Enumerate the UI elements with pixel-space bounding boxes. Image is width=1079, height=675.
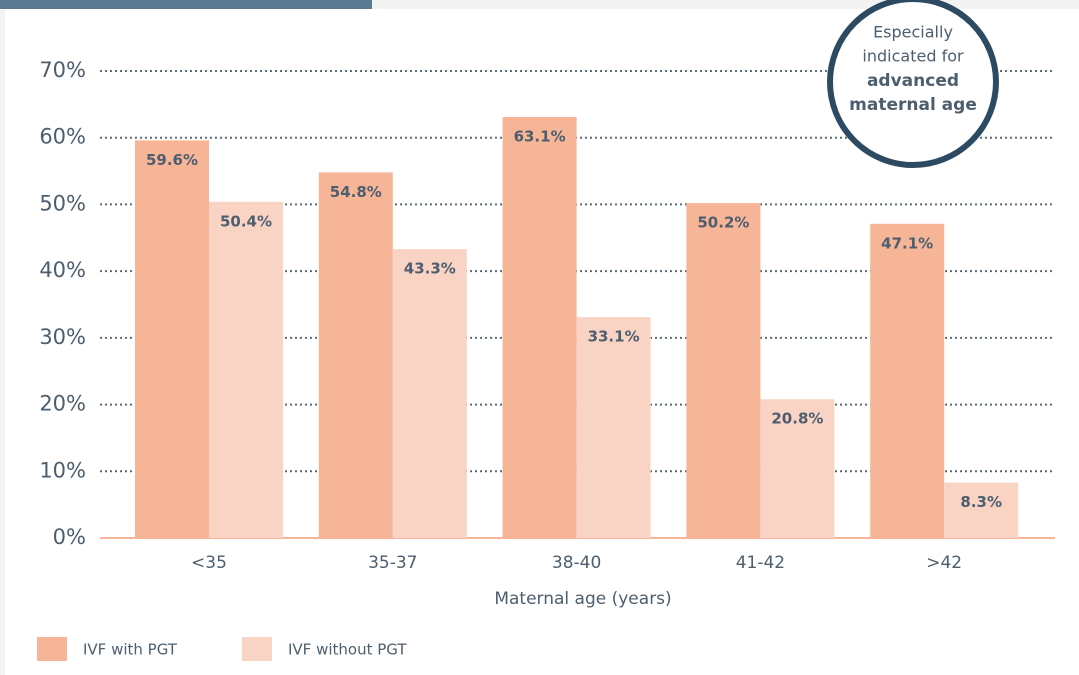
bar xyxy=(760,399,835,538)
bar xyxy=(576,317,651,538)
y-tick-label: 70% xyxy=(39,58,86,82)
legend-label: IVF with PGT xyxy=(83,641,178,659)
y-tick-label: 10% xyxy=(39,458,86,482)
bar xyxy=(392,249,467,538)
y-tick-label: 50% xyxy=(39,191,86,215)
bar xyxy=(135,140,209,538)
value-label: 54.8% xyxy=(330,183,382,201)
x-tick-label: 41-42 xyxy=(736,553,785,573)
x-tick-label: 35-37 xyxy=(368,553,417,573)
badge-text-bold: advanced xyxy=(867,71,959,91)
badge-text: Especially xyxy=(873,23,953,42)
value-label: 50.4% xyxy=(220,212,272,230)
bar xyxy=(502,117,577,538)
x-tick-label: >42 xyxy=(926,553,962,573)
value-label: 47.1% xyxy=(881,234,933,252)
bar xyxy=(209,201,283,538)
x-tick-label: 38-40 xyxy=(552,553,601,573)
y-tick-label: 60% xyxy=(39,125,86,149)
value-label: 33.1% xyxy=(588,328,640,346)
y-tick-label: 30% xyxy=(39,325,86,349)
bar xyxy=(870,223,945,539)
badge-text-bold: maternal age xyxy=(849,95,977,115)
value-label: 59.6% xyxy=(146,151,198,169)
x-tick-label: <35 xyxy=(191,553,227,573)
y-tick-label: 40% xyxy=(39,258,86,282)
value-label: 50.2% xyxy=(697,214,749,232)
badge xyxy=(827,0,999,168)
x-axis-title: Maternal age (years) xyxy=(494,589,671,609)
value-label: 43.3% xyxy=(404,260,456,278)
value-label: 63.1% xyxy=(514,128,566,146)
bar xyxy=(944,482,1019,538)
value-label: 20.8% xyxy=(771,410,823,428)
bar xyxy=(686,203,761,538)
legend-swatch xyxy=(242,637,272,661)
y-tick-label: 20% xyxy=(39,392,86,416)
badge-text: indicated for xyxy=(862,47,964,66)
bar xyxy=(318,172,393,539)
legend-swatch xyxy=(37,637,67,661)
legend-label: IVF without PGT xyxy=(288,641,407,659)
value-label: 8.3% xyxy=(960,493,1002,511)
top-bar xyxy=(0,0,372,9)
y-tick-label: 0% xyxy=(53,525,86,549)
